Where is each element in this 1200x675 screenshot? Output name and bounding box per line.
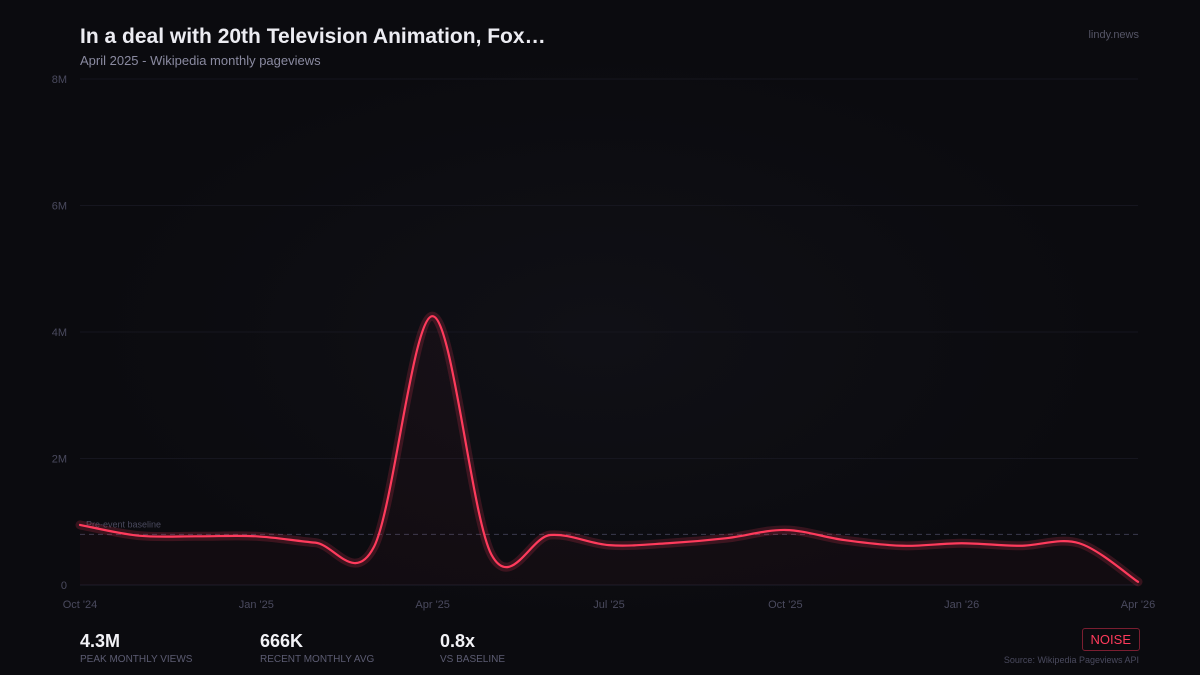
x-tick-label: Jul '25 bbox=[593, 599, 624, 611]
stat-value: 0.8x bbox=[440, 631, 476, 651]
line-chart: 0 2M 4M 6M 8M Oct '24 Jan '25 Apr '25 Jul '25 Oct… bbox=[52, 74, 1156, 611]
source-note: Source: Wikipedia Pageviews API bbox=[1003, 655, 1139, 665]
stat-value: 666K bbox=[260, 631, 304, 651]
stat-peak: 4.3M PEAK MONTHLY VIEWS bbox=[80, 631, 192, 665]
chart-subtitle: April 2025 - Wikipedia monthly pageviews bbox=[80, 53, 321, 68]
x-tick-label: Jan '25 bbox=[239, 599, 274, 611]
stat-vs-baseline: 0.8x VS BASELINE bbox=[440, 631, 505, 665]
stat-label: VS BASELINE bbox=[440, 654, 506, 665]
x-tick-label: Oct '25 bbox=[768, 599, 803, 611]
stat-label: RECENT MONTHLY AVG bbox=[260, 654, 375, 665]
stat-label: PEAK MONTHLY VIEWS bbox=[80, 654, 193, 665]
baseline-label: Pre-event baseline bbox=[86, 519, 161, 529]
y-tick-label: 4M bbox=[52, 327, 67, 339]
stat-value: 4.3M bbox=[80, 631, 121, 651]
x-tick-label: Apr '26 bbox=[1121, 599, 1156, 611]
x-tick-label: Oct '24 bbox=[63, 599, 98, 611]
brand-label: lindy.news bbox=[1088, 29, 1139, 41]
x-tick-label: Jan '26 bbox=[944, 599, 979, 611]
stat-recent-avg: 666K RECENT MONTHLY AVG bbox=[260, 631, 374, 665]
classification-badge: NOISE bbox=[1081, 628, 1140, 651]
y-tick-label: 6M bbox=[52, 201, 67, 213]
series-line bbox=[78, 315, 1140, 583]
y-tick-label: 8M bbox=[52, 74, 67, 86]
x-tick-label: Apr '25 bbox=[415, 599, 450, 611]
chart-title: In a deal with 20th Television Animation… bbox=[80, 25, 546, 48]
y-tick-label: 2M bbox=[52, 454, 67, 466]
y-tick-label: 0 bbox=[61, 580, 67, 592]
